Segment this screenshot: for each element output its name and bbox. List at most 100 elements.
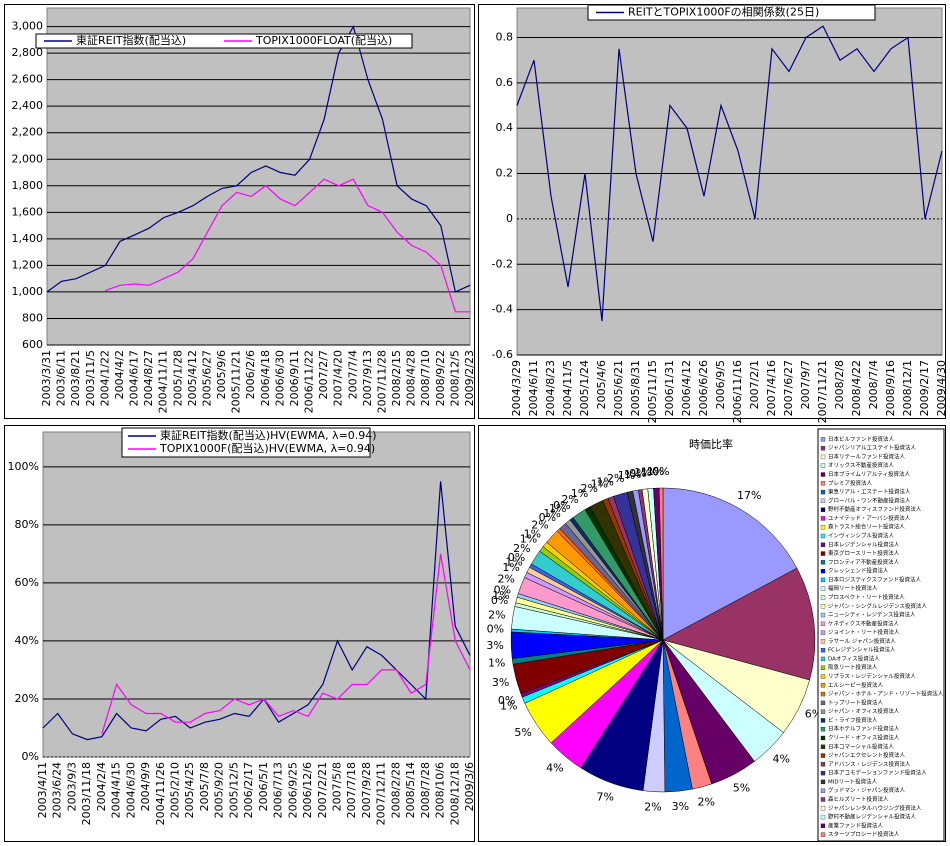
- legend-label: 阪急リート投資法人: [828, 663, 878, 671]
- y-tick-label: 80%: [15, 518, 39, 531]
- legend-label: TOPIX1000F(配当込)HV(EWMA, λ=0.94): [159, 441, 375, 455]
- legend-label: ジャパン・ホテル・アンド・リゾート投資法人: [828, 690, 944, 698]
- y-tick-label: 600: [22, 338, 43, 351]
- x-tick-label: 2005/12/5: [227, 762, 240, 818]
- x-tick-label: 2004/6/11: [527, 360, 540, 416]
- legend-label: エルシーピー投資法人: [828, 681, 884, 689]
- legend-label: 福岡リート投資法人: [828, 584, 878, 592]
- legend-label: TOPIX1000FLOAT(配当込): [255, 33, 392, 47]
- plot-area: [42, 431, 471, 758]
- x-tick-label: 2007/7/18: [345, 762, 358, 818]
- x-tick-label: 2005/6/21: [612, 360, 625, 416]
- data-label: 0%: [508, 551, 525, 564]
- data-label: 0%: [539, 511, 556, 524]
- legend-swatch: [820, 762, 826, 767]
- legend-swatch: [820, 481, 826, 486]
- data-label: 1%: [500, 700, 517, 713]
- plot-area: [46, 7, 471, 346]
- legend-swatch: [820, 463, 826, 468]
- data-label: 0%: [652, 465, 669, 478]
- legend-label: ユナイテッド・アーバン投資法人: [828, 514, 911, 522]
- x-tick-label: 2006/7/13: [272, 762, 285, 818]
- legend-label: プロスペクト・リート投資法人: [828, 593, 905, 601]
- legend-swatch: [820, 586, 826, 591]
- x-tick-label: 2009/2/17: [918, 360, 931, 416]
- x-tick-label: 2006/6/30: [273, 350, 286, 406]
- legend-label: 日本レジデンシャル投資法人: [828, 540, 900, 548]
- data-label: 0%: [487, 622, 504, 635]
- legend-swatch: [820, 525, 826, 530]
- x-tick-label: 2003/4/11: [36, 762, 49, 818]
- x-tick-label: 2009/4/30: [935, 360, 948, 416]
- legend-label: ジョイント・リート投資法人: [828, 628, 900, 636]
- x-tick-label: 2004/3/29: [510, 360, 523, 416]
- legend-label: 日本ビルファンド投資法人: [828, 435, 895, 443]
- data-label: 1%: [641, 466, 658, 479]
- legend-label: リプラス・レジデンシャル投資法人: [828, 672, 916, 680]
- x-tick-label: 2008/5/14: [404, 762, 417, 818]
- legend-label: 日本リテールファンド投資法人: [828, 452, 906, 460]
- x-tick-label: 2003/6/24: [51, 762, 64, 818]
- x-tick-label: 2008/4/28: [405, 350, 418, 406]
- legend-label: ニューシティ・レジデンス投資法人: [828, 611, 916, 619]
- x-tick-label: 2006/4/18: [259, 350, 272, 406]
- x-tick-label: 2008/7/28: [419, 762, 432, 818]
- data-label: 1%: [634, 466, 651, 479]
- x-tick-label: 2004/4/15: [110, 762, 123, 818]
- data-label: 1%: [505, 555, 522, 568]
- legend-label: ビ・ライフ投資法人: [828, 716, 878, 724]
- y-tick-label: 20%: [15, 692, 39, 705]
- legend-label: グローバル・ワン不動産投資法人: [828, 496, 911, 504]
- plot-area: [516, 7, 943, 356]
- legend-label: 東急リアル・エステート投資法人: [828, 488, 911, 496]
- data-label: 1%: [549, 502, 566, 515]
- legend-swatch: [820, 691, 826, 697]
- legend-swatch: [820, 832, 826, 837]
- legend-swatch: [820, 612, 826, 618]
- legend-swatch: [820, 560, 826, 565]
- legend-label: 東京グロースリート投資法人: [828, 549, 900, 557]
- x-tick-label: 2006/5/1: [257, 762, 270, 811]
- x-tick-label: 2006/6/26: [697, 360, 710, 416]
- legend-label: 森トラスト総合リート投資法人: [828, 523, 905, 531]
- x-tick-label: 2005/4/12: [186, 350, 199, 406]
- data-label: 0%: [494, 584, 511, 597]
- x-tick-label: 2009/3/6: [463, 762, 476, 811]
- legend-box: [817, 428, 945, 842]
- x-tick-label: 2007/4/16: [765, 360, 778, 416]
- legend-swatch: [820, 683, 826, 688]
- data-label: 5%: [733, 782, 750, 795]
- x-tick-label: 2007/5/8: [330, 762, 343, 811]
- x-tick-label: 2003/6/11: [55, 350, 68, 406]
- data-label: 1%: [502, 561, 519, 574]
- data-label: 0%: [629, 467, 646, 480]
- legend-label: クリード・オフィス投資法人: [828, 734, 900, 742]
- y-tick-label: -0.4: [492, 303, 513, 316]
- legend-swatch: [820, 454, 826, 460]
- x-tick-label: 2005/11/21: [230, 350, 243, 413]
- x-tick-label: 2007/2/21: [316, 762, 329, 818]
- y-tick-label: 0.8: [496, 30, 514, 43]
- y-tick-label: 1,000: [12, 285, 44, 298]
- x-tick-label: 2008/7/4: [867, 360, 880, 409]
- series-line: [105, 178, 470, 313]
- data-label: 1%: [488, 657, 505, 670]
- x-tick-label: 2005/2/10: [169, 762, 182, 818]
- series-line: [516, 25, 943, 322]
- legend-label: MIDリート投資法人: [828, 777, 878, 785]
- x-tick-label: 2008/12/5: [448, 350, 461, 406]
- x-tick-label: 2005/6/27: [200, 350, 213, 406]
- x-tick-label: 2008/9/22: [434, 350, 447, 406]
- x-tick-label: 2005/7/8: [198, 762, 211, 811]
- x-tick-label: 2004/11/5: [561, 360, 574, 416]
- pie-slice: [662, 567, 816, 681]
- x-tick-label: 2005/4/6: [595, 360, 608, 409]
- x-tick-label: 2004/8/23: [544, 360, 557, 416]
- data-label: 3%: [672, 800, 689, 813]
- y-tick-label: 0.4: [496, 121, 514, 134]
- legend-swatch: [820, 744, 826, 749]
- x-tick-label: 2006/1/31: [663, 360, 676, 416]
- legend-label: 日本ロジスティクスファンド投資法人: [828, 575, 922, 583]
- x-tick-label: 2007/9/7: [799, 360, 812, 409]
